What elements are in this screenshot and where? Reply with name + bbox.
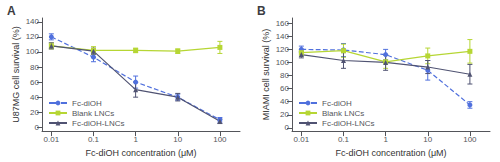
svg-text:0.01: 0.01 bbox=[294, 135, 310, 144]
svg-text:40: 40 bbox=[30, 93, 39, 102]
svg-text:80: 80 bbox=[30, 63, 39, 72]
svg-text:Blank LNCs: Blank LNCs bbox=[72, 109, 114, 118]
svg-text:Fc-diOH concentration (μM): Fc-diOH concentration (μM) bbox=[85, 148, 196, 158]
svg-text:40: 40 bbox=[280, 97, 289, 106]
svg-text:20: 20 bbox=[280, 110, 289, 119]
svg-text:MIAMI cell survival (%): MIAMI cell survival (%) bbox=[261, 29, 271, 121]
svg-text:140: 140 bbox=[276, 32, 290, 41]
svg-text:100: 100 bbox=[26, 47, 40, 56]
svg-text:10: 10 bbox=[173, 135, 182, 144]
svg-text:0: 0 bbox=[285, 123, 290, 132]
svg-text:A: A bbox=[7, 4, 16, 18]
svg-text:160: 160 bbox=[276, 19, 290, 28]
svg-text:100: 100 bbox=[213, 135, 227, 144]
svg-text:80: 80 bbox=[280, 71, 289, 80]
svg-text:Fc-diOH: Fc-diOH bbox=[322, 99, 352, 108]
svg-text:Fc-diOH concentration (μM): Fc-diOH concentration (μM) bbox=[335, 148, 446, 158]
svg-text:60: 60 bbox=[30, 78, 39, 87]
svg-text:0.1: 0.1 bbox=[338, 135, 350, 144]
svg-text:120: 120 bbox=[276, 45, 290, 54]
svg-text:100: 100 bbox=[276, 58, 290, 67]
svg-text:Fc-diOH-LNCs: Fc-diOH-LNCs bbox=[322, 119, 374, 128]
svg-text:Fc-diOH: Fc-diOH bbox=[72, 99, 102, 108]
svg-text:0.01: 0.01 bbox=[44, 135, 60, 144]
svg-text:120: 120 bbox=[26, 32, 40, 41]
svg-text:1: 1 bbox=[133, 135, 138, 144]
svg-text:B: B bbox=[257, 4, 266, 18]
svg-text:60: 60 bbox=[280, 84, 289, 93]
svg-text:10: 10 bbox=[423, 135, 432, 144]
svg-text:Fc-diOH-LNCs: Fc-diOH-LNCs bbox=[72, 119, 124, 128]
svg-text:0: 0 bbox=[35, 123, 40, 132]
svg-text:140: 140 bbox=[26, 17, 40, 26]
svg-text:U87MG cell survival (%): U87MG cell survival (%) bbox=[11, 26, 21, 123]
svg-text:1: 1 bbox=[383, 135, 388, 144]
svg-text:0.1: 0.1 bbox=[88, 135, 100, 144]
svg-text:20: 20 bbox=[30, 108, 39, 117]
svg-text:Blank LNCs: Blank LNCs bbox=[322, 109, 364, 118]
svg-text:100: 100 bbox=[463, 135, 477, 144]
